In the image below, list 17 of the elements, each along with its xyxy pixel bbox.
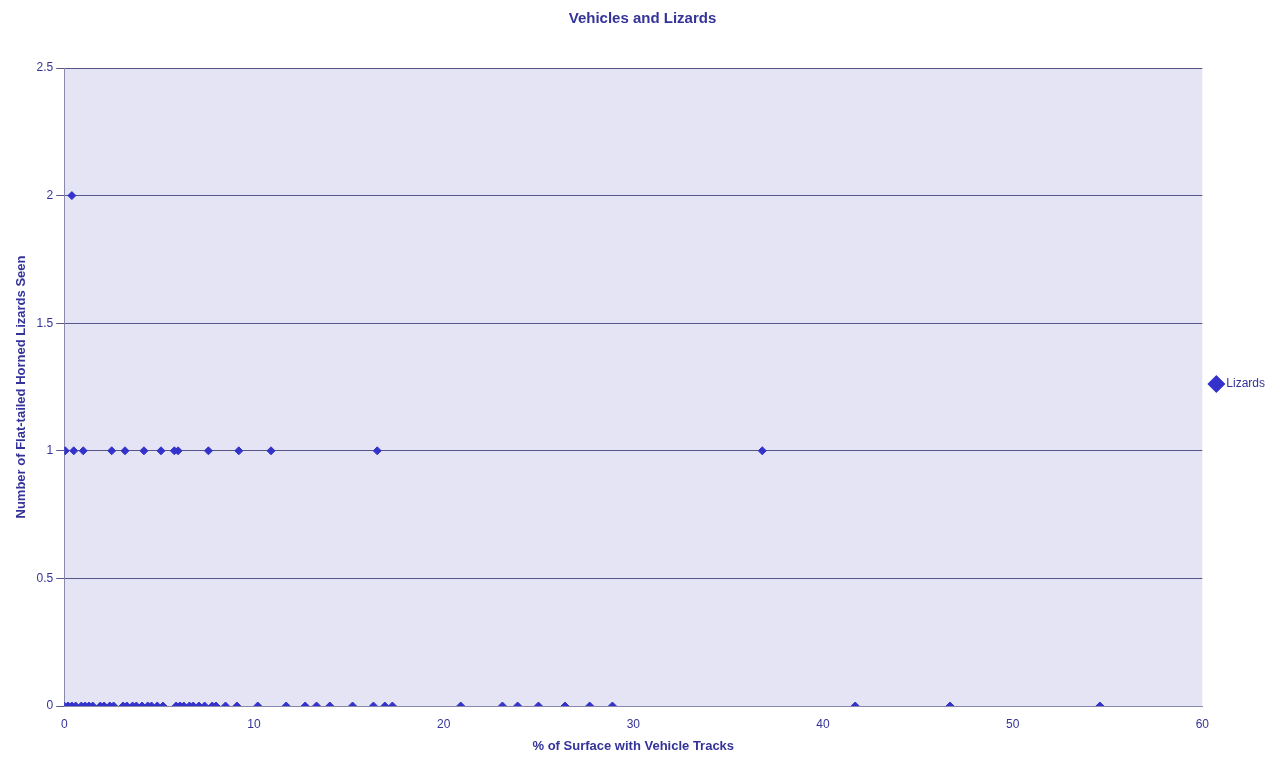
- x-tick-label: 60: [1195, 716, 1210, 731]
- x-tick-label: 50: [1005, 716, 1020, 731]
- y-tick-label: 0.5: [36, 570, 54, 585]
- x-tick-label: 20: [436, 716, 451, 731]
- x-tick-label: 0: [60, 716, 68, 731]
- y-tick-label: 1.5: [36, 315, 54, 330]
- x-tick-label: 40: [816, 716, 830, 731]
- x-tick-label: 10: [247, 716, 261, 731]
- y-tick-label: 1: [46, 443, 54, 458]
- x-tick-label: 30: [626, 716, 641, 731]
- legend-label: Lizards: [1226, 376, 1265, 391]
- chart-title: Vehicles and Lizards: [568, 9, 717, 27]
- y-tick-label: 2: [46, 187, 54, 202]
- y-tick-label: 2.5: [36, 60, 54, 75]
- y-tick-label: 0: [46, 698, 54, 713]
- x-axis-title: % of Surface with Vehicle Tracks: [532, 737, 735, 753]
- y-axis-title: Number of Flat-tailed Horned Lizards Seen: [13, 255, 29, 519]
